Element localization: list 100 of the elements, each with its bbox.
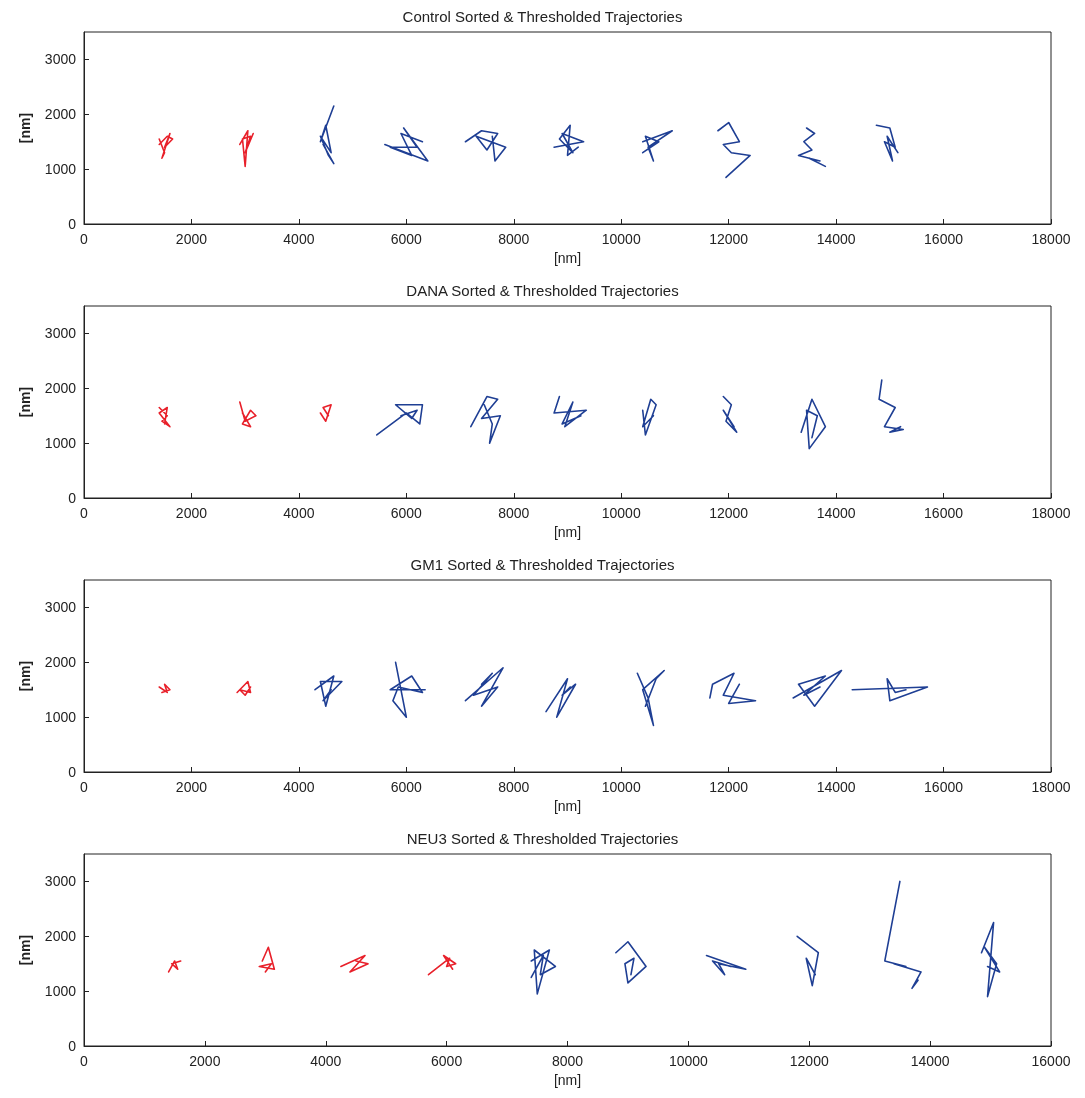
line-series — [553, 124, 585, 157]
line-series — [717, 121, 751, 179]
x-tick-label: 18000 — [1031, 779, 1071, 795]
x-tick-label: 6000 — [431, 1053, 463, 1069]
x-axis-title: [nm] — [553, 1071, 582, 1088]
x-tick-label: 8000 — [498, 779, 530, 795]
line-series — [980, 921, 1001, 998]
x-tick-label: 16000 — [924, 779, 964, 795]
line-series — [722, 395, 738, 433]
chart-title: DANA Sorted & Thresholded Trajectories — [406, 282, 679, 299]
x-axis-title: [nm] — [553, 523, 582, 540]
x-tick-label: 14000 — [816, 505, 856, 521]
line-series — [636, 669, 665, 727]
line-series — [258, 946, 276, 973]
line-series — [545, 677, 577, 718]
y-axis-title: [nm] — [17, 660, 33, 692]
x-tick-label: 6000 — [390, 231, 423, 247]
x-tick-label: 2000 — [189, 1053, 221, 1069]
y-tick-label: 3000 — [44, 51, 77, 68]
x-tick-label: 0 — [80, 231, 89, 247]
line-series — [884, 880, 922, 990]
y-tick-label: 3000 — [44, 873, 77, 890]
x-tick-label: 8000 — [551, 1053, 584, 1069]
x-tick-label: 14000 — [816, 231, 856, 247]
x-tick-label: 2000 — [175, 505, 208, 521]
y-tick-label: 2000 — [44, 380, 77, 397]
line-series — [705, 954, 747, 976]
x-tick-label: 10000 — [601, 779, 641, 795]
y-tick-label: 2000 — [44, 106, 77, 123]
line-series — [797, 127, 827, 168]
line-series — [641, 398, 657, 436]
chart-title: Control Sorted & Thresholded Trajectories — [402, 8, 683, 25]
x-tick-label: 18000 — [1031, 231, 1071, 247]
y-tick-label: 1000 — [44, 435, 77, 452]
x-tick-label: 16000 — [924, 505, 964, 521]
line-series — [796, 935, 820, 987]
line-series — [470, 395, 502, 444]
line-series — [878, 379, 905, 433]
x-tick-label: 2000 — [175, 779, 208, 795]
chart-title: GM1 Sorted & Thresholded Trajectories — [410, 556, 675, 573]
line-series — [238, 401, 257, 428]
line-series — [158, 132, 174, 159]
line-series — [236, 680, 252, 696]
y-tick-label: 1000 — [44, 983, 77, 1000]
y-axis-title: [nm] — [17, 386, 33, 418]
y-tick-label: 0 — [68, 764, 77, 780]
x-tick-label: 10000 — [601, 505, 641, 521]
x-tick-label: 16000 — [1031, 1053, 1071, 1069]
x-tick-label: 18000 — [1031, 505, 1071, 521]
y-tick-label: 3000 — [44, 325, 77, 342]
x-tick-label: 10000 — [668, 1053, 709, 1069]
x-tick-label: 14000 — [910, 1053, 950, 1069]
line-series — [851, 677, 929, 702]
y-tick-label: 2000 — [44, 928, 77, 945]
x-tick-label: 8000 — [498, 231, 530, 247]
y-tick-label: 0 — [68, 1038, 77, 1054]
line-series — [709, 672, 757, 705]
line-series — [875, 124, 899, 162]
x-axis-title: [nm] — [553, 249, 582, 266]
x-tick-label: 8000 — [498, 505, 530, 521]
line-series — [158, 406, 171, 428]
y-tick-label: 0 — [68, 216, 77, 232]
x-tick-label: 6000 — [390, 779, 423, 795]
x-tick-label: 12000 — [709, 779, 749, 795]
line-series — [464, 129, 507, 162]
line-series — [530, 949, 557, 995]
line-series — [792, 669, 843, 707]
x-axis-title: [nm] — [553, 797, 582, 814]
x-tick-label: 0 — [80, 1053, 89, 1069]
line-series — [319, 403, 332, 422]
x-tick-label: 4000 — [283, 779, 315, 795]
y-tick-label: 1000 — [44, 161, 77, 178]
x-tick-label: 4000 — [283, 505, 315, 521]
x-tick-label: 12000 — [789, 1053, 829, 1069]
x-tick-label: 0 — [80, 779, 89, 795]
line-series — [158, 683, 171, 694]
y-tick-label: 1000 — [44, 709, 77, 726]
line-series — [340, 954, 369, 973]
line-series — [314, 675, 343, 707]
line-series — [238, 129, 255, 168]
line-series — [427, 954, 457, 976]
line-series — [375, 403, 424, 436]
chart-title: NEU3 Sorted & Thresholded Trajectories — [406, 830, 679, 847]
line-series — [800, 398, 827, 450]
line-series — [615, 940, 647, 984]
x-tick-label: 12000 — [709, 505, 749, 521]
y-axis-title: [nm] — [17, 112, 33, 144]
x-tick-label: 2000 — [175, 231, 208, 247]
x-tick-label: 14000 — [816, 779, 856, 795]
line-series — [319, 105, 335, 165]
x-tick-label: 4000 — [310, 1053, 342, 1069]
line-series — [384, 127, 429, 162]
line-series — [389, 661, 426, 718]
x-tick-label: 16000 — [924, 231, 964, 247]
x-tick-label: 6000 — [390, 505, 423, 521]
x-tick-label: 4000 — [283, 231, 315, 247]
y-tick-label: 2000 — [44, 654, 77, 671]
line-series — [167, 960, 182, 973]
y-axis-title: [nm] — [17, 934, 33, 966]
line-series — [553, 395, 588, 428]
